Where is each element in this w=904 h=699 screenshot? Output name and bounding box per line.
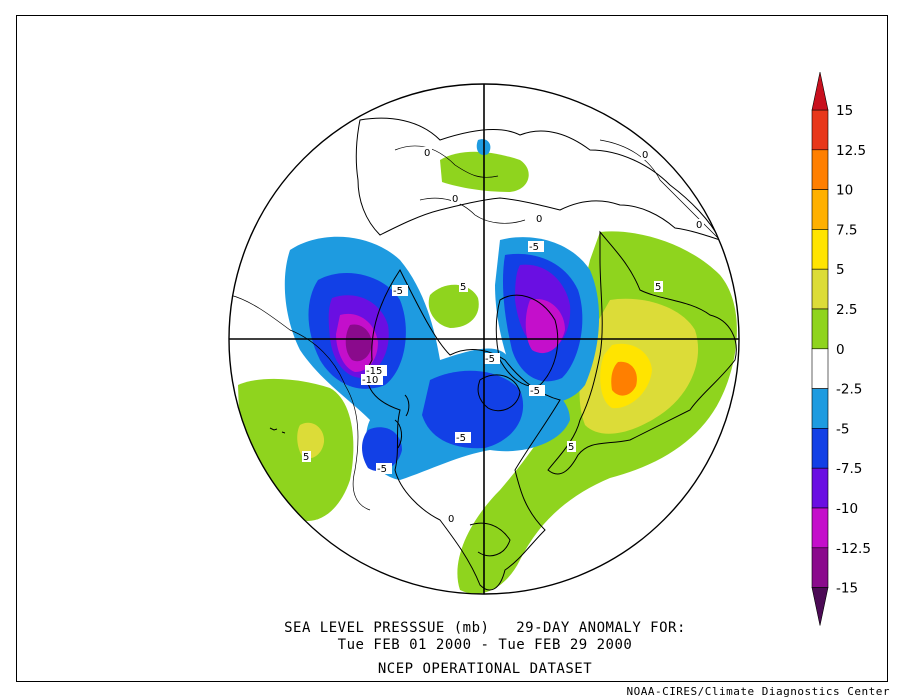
coastline-japan [394,394,410,449]
map-boundary [228,83,740,595]
contour-label: -5 [530,386,540,397]
colorbar-tick-label: -2.5 [836,382,862,398]
contour-label: -5 [485,354,495,365]
pos-anomaly-pacific-core [297,422,325,459]
colorbar-band [811,507,829,549]
contour-label: -10 [362,375,378,386]
coastline-asia [355,117,721,241]
colorbar-band [811,109,829,151]
coastline-greenland [495,294,559,387]
colorbar-tick-label: -7.5 [836,461,862,477]
coastline-europe [547,230,737,475]
contour-label: 0 [642,150,648,161]
colorbar-tick-label: 12.5 [836,143,866,159]
coastline-aleutians [269,427,286,434]
contour-label: 5 [568,442,574,453]
colorbar: 15 12.5 10 7.5 5 2.5 0 -2.5 -5 -7.5 -10 -12.5 -15 [811,71,871,626]
contour-label: 0 [536,214,542,225]
contour-label: -5 [456,433,466,444]
pos-anomaly-arctic [428,284,479,328]
contour-zero-north [419,197,526,224]
colorbar-tick-label: -15 [836,581,858,597]
credit-text: NOAA-CIRES/Climate Diagnostics Center [626,685,890,698]
colorbar-band [811,268,829,310]
colorbar-band [811,229,829,270]
pos-anomaly-pacific [238,378,354,521]
contour-label: 5 [303,452,309,463]
colorbar-bottom-arrow [811,587,829,626]
colorbar-band [811,308,829,350]
contour-labels: 0 0 0 0 0 0 5 5 5 5 -5 -5 -5 -5 -5 -5 -1… [302,147,704,525]
colorbar-tick-label: -5 [836,421,849,437]
contour-label: -5 [529,242,539,253]
pos-anomaly-europe-peak [611,361,637,396]
colorbar-tick-label: 10 [836,183,853,199]
neg-anomaly-alaska-peak [345,324,372,362]
coastlines [269,117,737,591]
contour-zero-pacific [229,294,371,511]
contour-label: -15 [366,366,382,377]
colorbar-tick-label: -10 [836,501,858,517]
neg-anomaly-us [362,427,402,472]
colorbar-tick-label: 7.5 [836,222,857,238]
caption-line-2: Tue FEB 01 2000 - Tue FEB 29 2000 [337,637,633,653]
neg-anomaly-canada [422,370,524,449]
colorbar-tick-label: 15 [836,103,853,119]
colorbar-band [811,467,829,509]
contour-label: 0 [452,194,458,205]
colorbar-tick-label: 5 [836,262,845,278]
caption-line-3: NCEP OPERATIONAL DATASET [377,661,593,677]
coastline-hudson [477,374,521,412]
colorbar-band [811,189,829,230]
colorbar-top-arrow [811,71,829,111]
contour-label: -5 [393,286,403,297]
colorbar-band [811,388,829,429]
coastline-north-america [366,269,561,591]
colorbar-tick-label: 2.5 [836,302,857,318]
colorbar-band [811,428,829,469]
contour-zero-arctic [394,145,499,178]
contour-label: -5 [377,464,387,475]
contour-label: 5 [655,282,661,293]
contour-label: 0 [448,514,454,525]
colorbar-band [811,149,829,190]
caption-line-1: SEA LEVEL PRESSSUE (mb) 29-DAY ANOMALY F… [284,620,686,636]
plot-frame [16,15,888,682]
colorbar-band [811,547,829,588]
colorbar-band [811,348,829,389]
coastline-gulf [469,522,511,557]
contour-label: 5 [460,282,466,293]
colorbar-tick-label: -12.5 [836,541,871,557]
contour-label: 0 [696,220,702,231]
contour-label: 0 [424,148,430,159]
colorbar-tick-label: 0 [836,342,845,358]
